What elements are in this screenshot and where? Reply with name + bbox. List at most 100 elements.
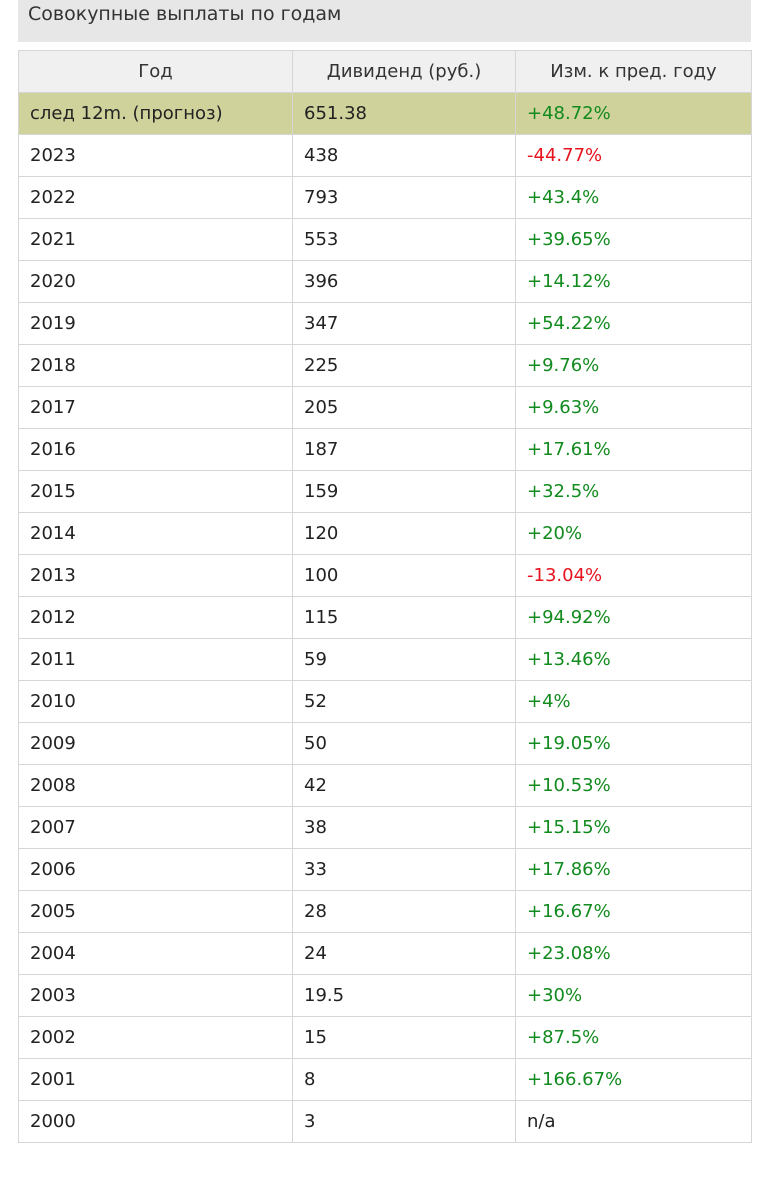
dividend-table: Год Дивиденд (руб.) Изм. к пред. году сл… bbox=[18, 50, 752, 1143]
table-row: 2017 205 +9.63% bbox=[18, 386, 752, 429]
dividend-cell: 42 bbox=[292, 764, 516, 807]
spacer bbox=[18, 42, 751, 50]
change-cell: +17.61% bbox=[515, 428, 752, 471]
dividend-cell: 33 bbox=[292, 848, 516, 891]
dividend-cell: 205 bbox=[292, 386, 516, 429]
year-cell: 2018 bbox=[18, 344, 293, 387]
table-row: 2010 52 +4% bbox=[18, 680, 752, 723]
change-cell: +16.67% bbox=[515, 890, 752, 933]
forecast-row: след 12m. (прогноз) 651.38 +48.72% bbox=[18, 92, 752, 135]
table-row: 2012 115 +94.92% bbox=[18, 596, 752, 639]
dividend-cell: 159 bbox=[292, 470, 516, 513]
change-cell: +48.72% bbox=[515, 92, 752, 135]
section-title-bar: Совокупные выплаты по годам bbox=[18, 0, 751, 42]
table-row: 2016 187 +17.61% bbox=[18, 428, 752, 471]
table-row: 2000 3 n/a bbox=[18, 1100, 752, 1143]
year-cell: 2022 bbox=[18, 176, 293, 219]
year-cell: 2008 bbox=[18, 764, 293, 807]
dividend-cell: 15 bbox=[292, 1016, 516, 1059]
table-header: Год Дивиденд (руб.) Изм. к пред. году bbox=[18, 50, 752, 93]
column-header-year: Год bbox=[18, 50, 293, 93]
table-body: след 12m. (прогноз) 651.38 +48.72% 2023 438-… bbox=[18, 92, 752, 1143]
change-cell: +4% bbox=[515, 680, 752, 723]
change-cell: +23.08% bbox=[515, 932, 752, 975]
dividend-cell: 793 bbox=[292, 176, 516, 219]
header-row: Год Дивиденд (руб.) Изм. к пред. году bbox=[18, 50, 752, 93]
table-row: 2011 59 +13.46% bbox=[18, 638, 752, 681]
dividend-cell: 396 bbox=[292, 260, 516, 303]
table-row: 2008 42 +10.53% bbox=[18, 764, 752, 807]
year-cell: 2009 bbox=[18, 722, 293, 765]
dividend-cell: 52 bbox=[292, 680, 516, 723]
year-cell: 2021 bbox=[18, 218, 293, 261]
table-row: 2021 553 +39.65% bbox=[18, 218, 752, 261]
table-row: 2001 8 +166.67% bbox=[18, 1058, 752, 1101]
dividend-cell: 59 bbox=[292, 638, 516, 681]
change-cell: +9.63% bbox=[515, 386, 752, 429]
table-row: 2006 33 +17.86% bbox=[18, 848, 752, 891]
dividend-cell: 3 bbox=[292, 1100, 516, 1143]
dividend-cell: 651.38 bbox=[292, 92, 516, 135]
change-cell: +20% bbox=[515, 512, 752, 555]
change-cell: +54.22% bbox=[515, 302, 752, 345]
dividend-cell: 24 bbox=[292, 932, 516, 975]
table-row: 2015 159 +32.5% bbox=[18, 470, 752, 513]
year-cell: 2011 bbox=[18, 638, 293, 681]
change-cell: +166.67% bbox=[515, 1058, 752, 1101]
year-cell: 2020 bbox=[18, 260, 293, 303]
year-cell: 2019 bbox=[18, 302, 293, 345]
dividend-cell: 347 bbox=[292, 302, 516, 345]
change-cell: +87.5% bbox=[515, 1016, 752, 1059]
table-row: 2014 120 +20% bbox=[18, 512, 752, 555]
table-row: 2004 24 +23.08% bbox=[18, 932, 752, 975]
table-row: 2003 19.5 +30% bbox=[18, 974, 752, 1017]
year-cell: 2003 bbox=[18, 974, 293, 1017]
table-row: 2009 50 +19.05% bbox=[18, 722, 752, 765]
year-cell: 2004 bbox=[18, 932, 293, 975]
dividend-cell: 225 bbox=[292, 344, 516, 387]
table-row: 2018 225 +9.76% bbox=[18, 344, 752, 387]
table-row: 2007 38 +15.15% bbox=[18, 806, 752, 849]
section-title: Совокупные выплаты по годам bbox=[28, 3, 342, 25]
table-row: 2005 28 +16.67% bbox=[18, 890, 752, 933]
change-cell: +39.65% bbox=[515, 218, 752, 261]
change-cell: -13.04% bbox=[515, 554, 752, 597]
change-cell: +43.4% bbox=[515, 176, 752, 219]
year-cell: 2001 bbox=[18, 1058, 293, 1101]
dividend-cell: 115 bbox=[292, 596, 516, 639]
table-row: 2002 15 +87.5% bbox=[18, 1016, 752, 1059]
dividend-cell: 100 bbox=[292, 554, 516, 597]
dividend-cell: 8 bbox=[292, 1058, 516, 1101]
change-cell: +32.5% bbox=[515, 470, 752, 513]
table-row: 2022 793 +43.4% bbox=[18, 176, 752, 219]
change-cell: n/a bbox=[515, 1100, 752, 1143]
year-cell: 2007 bbox=[18, 806, 293, 849]
change-cell: +17.86% bbox=[515, 848, 752, 891]
year-cell: 2023 bbox=[18, 134, 293, 177]
column-header-dividend: Дивиденд (руб.) bbox=[292, 50, 516, 93]
change-cell: +10.53% bbox=[515, 764, 752, 807]
year-cell: 2000 bbox=[18, 1100, 293, 1143]
change-cell: +15.15% bbox=[515, 806, 752, 849]
change-cell: +30% bbox=[515, 974, 752, 1017]
year-cell: 2017 bbox=[18, 386, 293, 429]
table-row: 2019 347 +54.22% bbox=[18, 302, 752, 345]
year-cell: след 12m. (прогноз) bbox=[18, 92, 293, 135]
change-cell: -44.77% bbox=[515, 134, 752, 177]
year-cell: 2013 bbox=[18, 554, 293, 597]
change-cell: +19.05% bbox=[515, 722, 752, 765]
change-cell: +9.76% bbox=[515, 344, 752, 387]
dividend-cell: 187 bbox=[292, 428, 516, 471]
dividend-cell: 19.5 bbox=[292, 974, 516, 1017]
year-cell: 2012 bbox=[18, 596, 293, 639]
table-row: 2023 438 -44.77% bbox=[18, 134, 752, 177]
year-cell: 2010 bbox=[18, 680, 293, 723]
dividend-cell: 120 bbox=[292, 512, 516, 555]
dividend-history-panel: Совокупные выплаты по годам Год Дивиденд… bbox=[18, 0, 752, 1143]
column-header-change: Изм. к пред. году bbox=[515, 50, 752, 93]
table-row: 2020 396 +14.12% bbox=[18, 260, 752, 303]
change-cell: +14.12% bbox=[515, 260, 752, 303]
dividend-cell: 28 bbox=[292, 890, 516, 933]
year-cell: 2006 bbox=[18, 848, 293, 891]
year-cell: 2014 bbox=[18, 512, 293, 555]
